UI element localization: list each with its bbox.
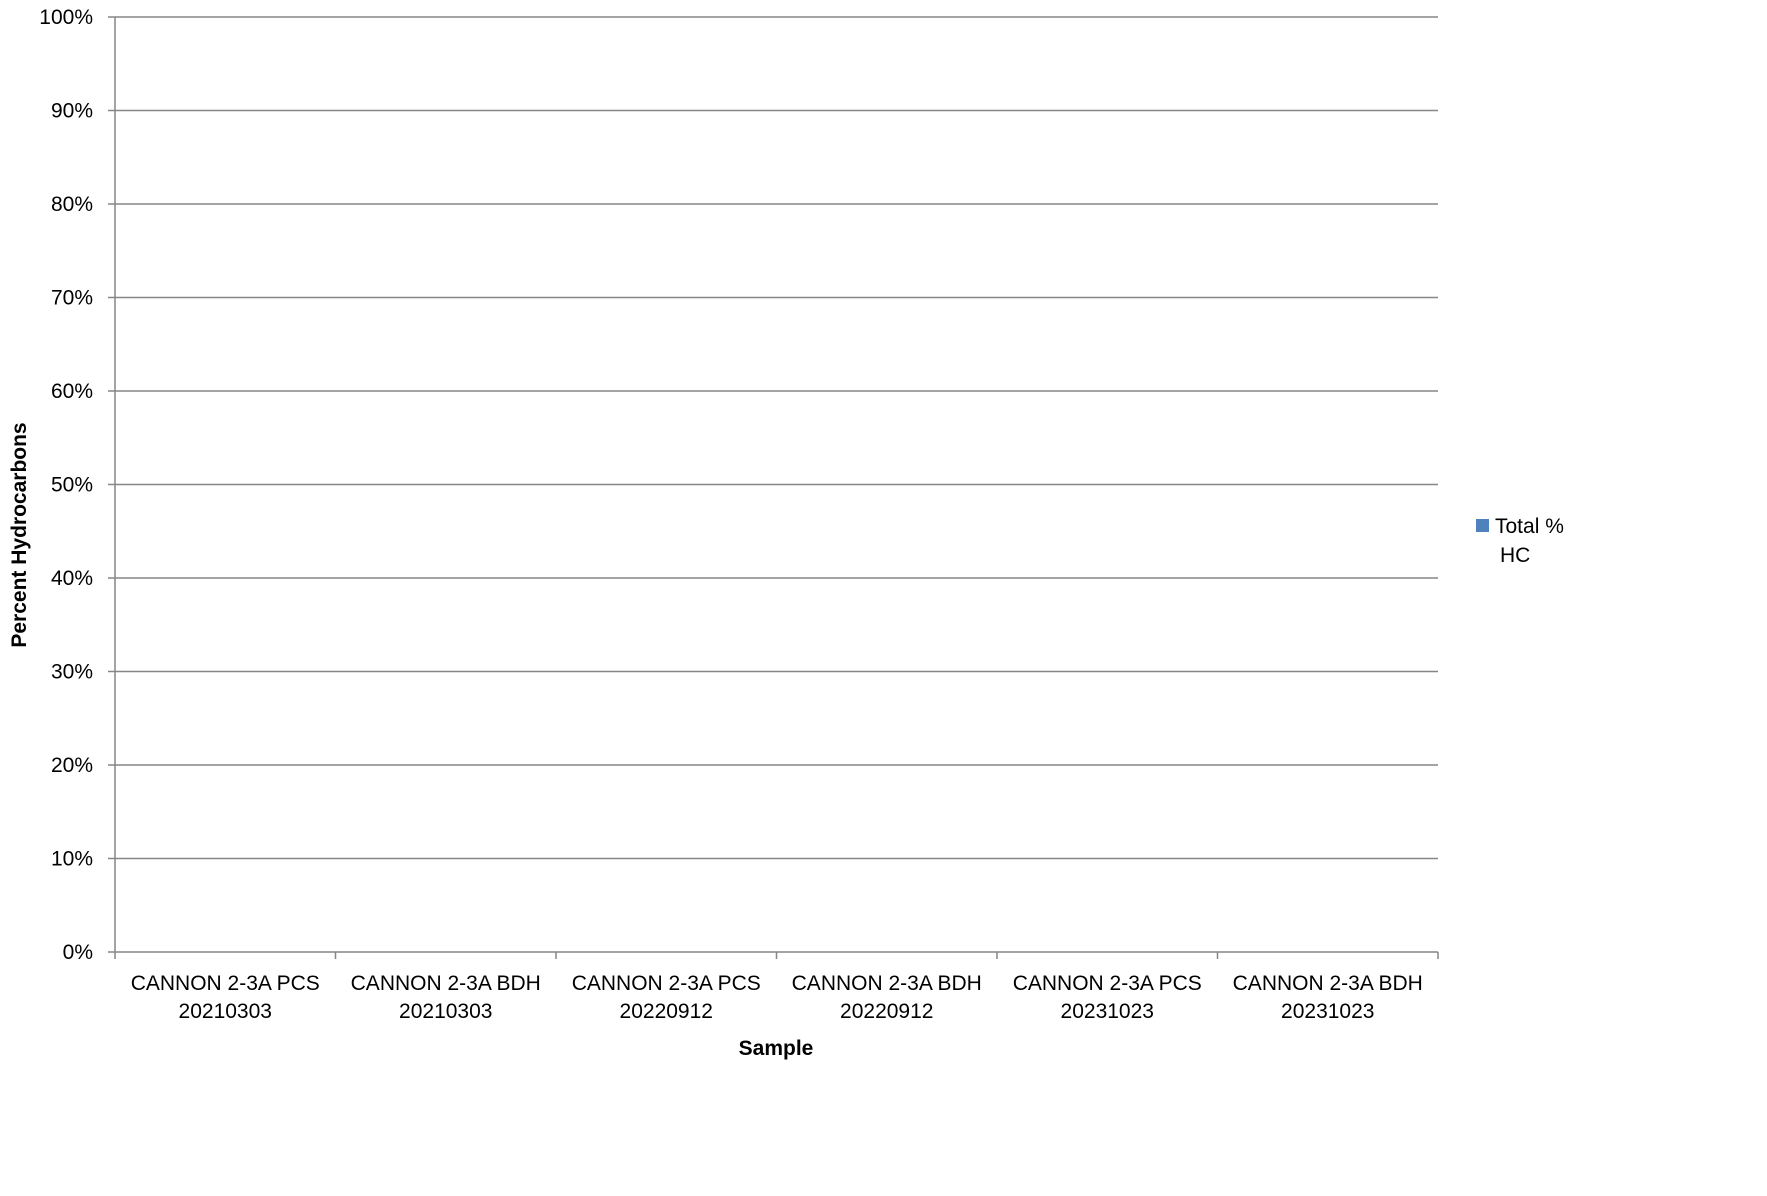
y-tick-label: 20% xyxy=(51,754,93,777)
x-tick-label: CANNON 2-3A PCS 20210303 xyxy=(131,972,320,1023)
legend-label-continued: HC xyxy=(1500,544,1530,567)
legend-swatch xyxy=(1476,519,1489,532)
y-tick-label: 60% xyxy=(51,380,93,403)
y-tick-label: 40% xyxy=(51,567,93,590)
y-tick-label: 90% xyxy=(51,100,93,123)
y-tick-labels: 0% 10% 20% 30% 40% 50% 60% 70% 80% 90% 100% xyxy=(39,6,115,964)
y-tick-label: 70% xyxy=(51,287,93,310)
y-tick-label: 0% xyxy=(63,941,93,964)
y-tick-label: 100% xyxy=(39,6,93,29)
gridlines xyxy=(115,16,1438,860)
x-tick-labels: CANNON 2-3A PCS 20210303 CANNON 2-3A BDH 20… xyxy=(114,952,1439,1023)
x-tick-label: CANNON 2-3A BDH 20231023 xyxy=(1233,972,1423,1023)
x-tick-label: CANNON 2-3A BDH 20220912 xyxy=(792,972,982,1023)
x-tick-label: CANNON 2-3A PCS 20220912 xyxy=(572,972,761,1023)
x-tick-label: CANNON 2-3A BDH 20210303 xyxy=(351,972,541,1023)
legend-label: Total % xyxy=(1495,515,1564,538)
y-tick-label: 80% xyxy=(51,193,93,216)
y-tick-label: 30% xyxy=(51,661,93,684)
x-tick-label: CANNON 2-3A PCS 20231023 xyxy=(1013,972,1202,1023)
legend: Total % HC xyxy=(1476,515,1564,567)
y-tick-label: 50% xyxy=(51,474,93,497)
y-tick-label: 10% xyxy=(51,848,93,871)
x-axis-title: Sample xyxy=(739,1037,814,1060)
y-axis-title: Percent Hydrocarbons xyxy=(8,422,31,647)
